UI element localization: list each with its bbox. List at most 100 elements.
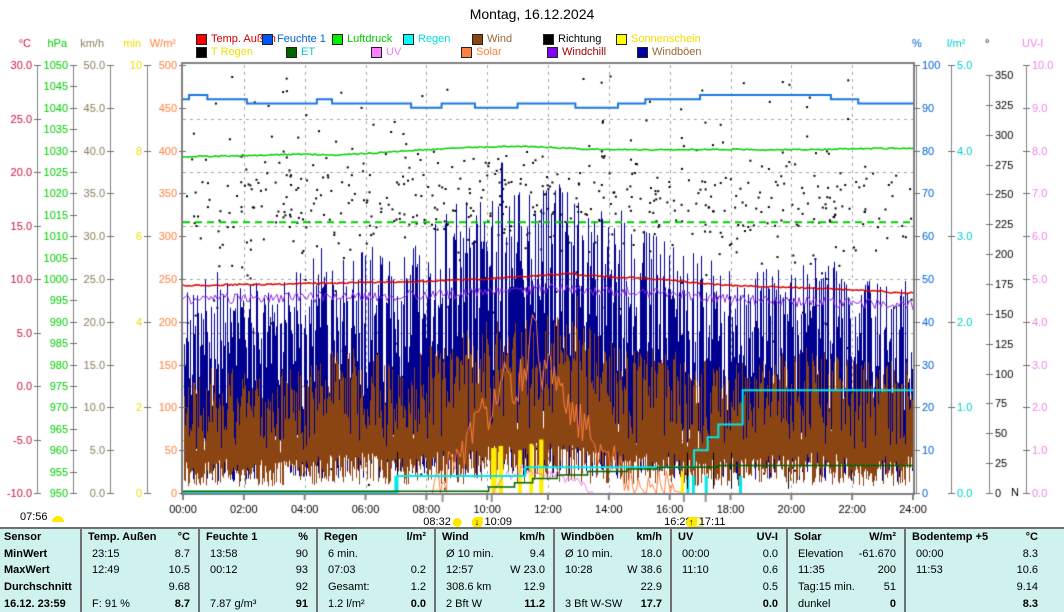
weather-chart-canvas [0, 0, 1064, 530]
section-name: Bodentemp +5 [912, 531, 988, 543]
cell-value: 18.0 [641, 548, 662, 560]
section-unit: °C [1026, 531, 1038, 543]
cell-value: 0.0 [763, 548, 778, 560]
table-row: Ø 10 min. 18.0 [555, 546, 670, 563]
table-section-feuchte-1: Feuchte 1%13:589000:1293927.87 g/m³91 [200, 529, 318, 612]
cell-time-or-label: 1.2 l/m² [328, 598, 365, 610]
table-row: 23:158.7 [82, 546, 198, 563]
cell-value: 11.2 [524, 598, 545, 610]
cell-time-or-label: 00:12 [210, 564, 238, 576]
cell-time-or-label: 11:53 [916, 564, 943, 576]
table-row: 6 min. [318, 546, 434, 563]
table-row: Elevation-61.670 [788, 546, 904, 563]
sunrise-sun-icon [52, 516, 64, 522]
table-row: 1.2 l/m²0.0 [318, 595, 434, 612]
row-label: MaxWert [0, 562, 80, 579]
table-row: 3 Bft W-SW17.7 [555, 595, 670, 612]
table-row: 11:53 10.6 [906, 562, 1064, 579]
cell-value: 200 [878, 564, 896, 576]
cell-time-or-label: F: 91 % [92, 598, 130, 610]
cell-time-or-label: 6 min. [328, 548, 358, 560]
cell-value: 0 [890, 598, 896, 610]
table-row: 11:35200 [788, 562, 904, 579]
table-section-temp-au-en: Temp. Außen°C23:158.712:4910.59.68F: 91 … [82, 529, 200, 612]
section-unit: % [298, 531, 308, 543]
section-name: UV [678, 531, 693, 543]
table-row: F: 91 % 8.7 [82, 595, 198, 612]
table-row: 0.0 [672, 595, 786, 612]
table-row: 07:030.2 [318, 562, 434, 579]
table-row: 10:28 W 38.6 [555, 562, 670, 579]
table-row: 2 Bft W11.2 [436, 595, 553, 612]
section-name: Regen [324, 531, 358, 543]
cell-time-or-label: Tag:15 min. [798, 581, 855, 593]
row-label: MinWert [0, 546, 80, 563]
table-row: Ø 10 min. 9.4 [436, 546, 553, 563]
section-unit: l/m² [406, 531, 426, 543]
cell-value: 10.6 [1017, 564, 1038, 576]
table-row: 22.9 [555, 579, 670, 596]
cell-value: 17.7 [641, 598, 662, 610]
cell-value: 8.3 [1023, 548, 1038, 560]
cell-value: 9.4 [530, 548, 545, 560]
row-label: 16.12. 23:59 [0, 595, 80, 612]
moon-down-icon: ↓ [471, 517, 482, 528]
table-section-wind: Windkm/hØ 10 min.9.412:57W 23.0308.6 km1… [436, 529, 555, 612]
table-row: 00:00 0.0 [672, 546, 786, 563]
cell-time-or-label: 00:00 [682, 548, 710, 560]
section-name: Windböen [561, 531, 614, 543]
section-name: Wind [442, 531, 469, 543]
cell-time-or-label: 07:03 [328, 564, 356, 576]
daily-statistics-table: SensorMinWertMaxWertDurchschnitt16.12. 2… [0, 527, 1064, 612]
table-row: 9.68 [82, 579, 198, 596]
cell-time-or-label: 12:49 [92, 564, 120, 576]
table-row: Tag:15 min. 51 [788, 579, 904, 596]
moon-up-icon: ↑ [686, 517, 697, 528]
table-row: dunkel 0 [788, 595, 904, 612]
cell-time-or-label: 23:15 [92, 548, 120, 560]
cell-value: 8.3 [1023, 598, 1038, 610]
section-unit: °C [178, 531, 190, 543]
table-row: 308.6 km 12.9 [436, 579, 553, 596]
cell-time-or-label: 10:28 [565, 564, 593, 576]
section-name: Temp. Außen [88, 531, 156, 543]
table-row: 12:57W 23.0 [436, 562, 553, 579]
cell-time-or-label: 00:00 [916, 548, 944, 560]
table-row: 00:00 8.3 [906, 546, 1064, 563]
table-row: 00:12 93 [200, 562, 316, 579]
table-section-uv: UV UV-I 00:00 0.0 11:100.6 0.5 0.0 [672, 529, 788, 612]
row-label: Durchschnitt [0, 579, 80, 596]
cell-time-or-label: dunkel [798, 598, 830, 610]
cell-value: 0.5 [763, 581, 778, 593]
cell-time-or-label: Gesamt: [328, 581, 370, 593]
table-row: 0.5 [672, 579, 786, 596]
section-name: Feuchte 1 [206, 531, 257, 543]
cell-time-or-label: Ø 10 min. [446, 548, 494, 560]
cell-value: 0.0 [763, 598, 778, 610]
cell-value: 51 [884, 581, 896, 593]
cell-value: 22.9 [641, 581, 662, 593]
cell-value: 12.9 [524, 581, 545, 593]
cell-value: 0.6 [763, 564, 778, 576]
row-label: Sensor [0, 529, 80, 546]
table-section-regen: Regen l/m² 6 min. 07:030.2 Gesamt: 1.2 1.2 l/m… [318, 529, 436, 612]
section-unit: UV-I [757, 531, 778, 543]
table-section-windb-en: Windböen km/h Ø 10 min. 18.0 10:28 W 38.6 22.9… [555, 529, 672, 612]
section-unit: W/m² [869, 531, 896, 543]
sunrise-marker: 07:56 [20, 511, 64, 523]
cell-value: 1.2 [411, 581, 426, 593]
table-row: 7.87 g/m³91 [200, 595, 316, 612]
cell-time-or-label: 308.6 km [446, 581, 491, 593]
table-row: 11:100.6 [672, 562, 786, 579]
table-section-solar: SolarW/m²Elevation-61.67011:35200Tag:15 … [788, 529, 906, 612]
cell-value: 9.68 [169, 581, 190, 593]
cell-value: 10.5 [169, 564, 190, 576]
cell-time-or-label: Ø 10 min. [565, 548, 613, 560]
cell-value: W 23.0 [510, 564, 545, 576]
cell-value: 93 [296, 564, 308, 576]
cell-value: 92 [296, 581, 308, 593]
section-unit: km/h [636, 531, 662, 543]
cell-value: 9.14 [1017, 581, 1038, 593]
cell-value: 8.7 [175, 598, 190, 610]
cell-value: W 38.6 [627, 564, 662, 576]
